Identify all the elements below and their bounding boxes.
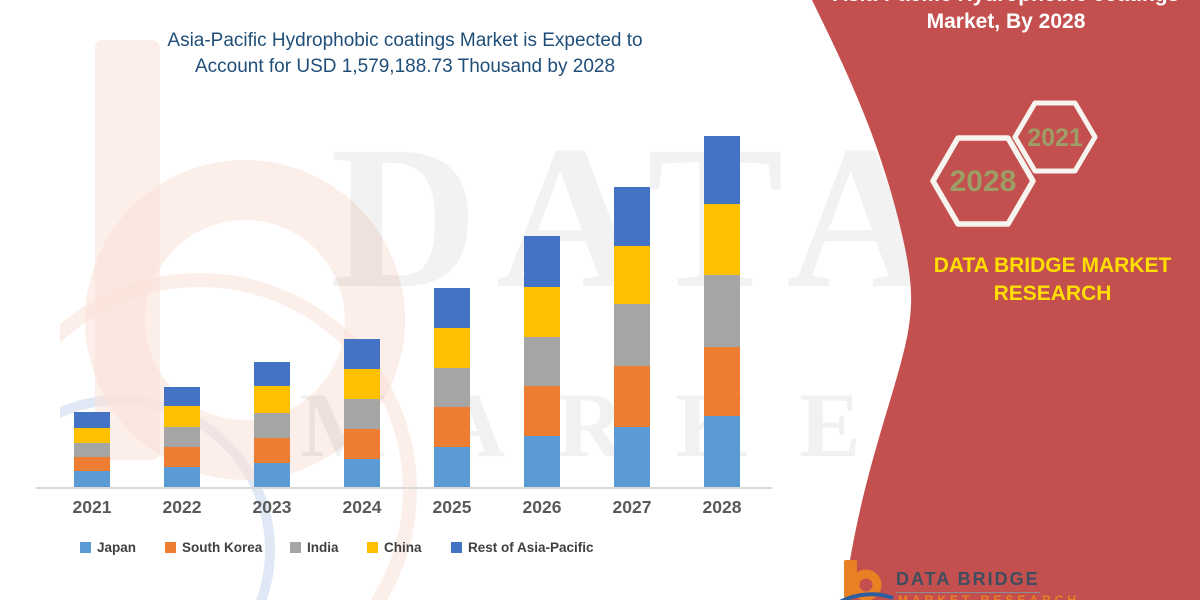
red-panel-heading-line2: Market, By 2028 <box>926 10 1086 33</box>
bar-segment-2021-japan <box>74 471 110 488</box>
legend-item-rest-of-asia-pacific: Rest of Asia-Pacific <box>451 540 594 555</box>
stacked-bar-2028 <box>704 135 740 488</box>
bar-segment-2023-china <box>254 385 290 413</box>
bar-segment-2022-china <box>164 405 200 428</box>
bar-segment-2028-south-korea <box>704 346 740 417</box>
legend-swatch-icon <box>80 542 91 553</box>
legend-item-south-korea: South Korea <box>165 540 262 555</box>
bar-segment-2027-south-korea <box>614 366 650 427</box>
stacked-bar-2021 <box>74 412 110 488</box>
bar-segment-2027-japan <box>614 426 650 488</box>
legend-label: Japan <box>97 540 137 555</box>
x-axis-label-2028: 2028 <box>702 497 742 517</box>
hexagon-2021 <box>1012 100 1098 174</box>
bar-segment-2026-japan <box>524 435 560 488</box>
bar-segment-2021-india <box>74 443 110 458</box>
red-panel-heading: Asia-Pacific Hydrophobic coatings Market… <box>822 0 1190 35</box>
bar-segment-2025-rest-of-asia-pacific <box>434 288 470 329</box>
legend-label: India <box>307 540 339 555</box>
legend-item-china: China <box>367 540 422 555</box>
legend-item-japan: Japan <box>80 540 136 555</box>
stacked-bar-2023 <box>254 362 290 488</box>
bar-segment-2022-rest-of-asia-pacific <box>164 387 200 406</box>
footer-logo: DATA BRIDGE MARKET RESEARCH <box>838 560 1098 600</box>
legend-swatch-icon <box>367 542 378 553</box>
hexagon-2028 <box>930 135 1036 227</box>
x-axis-label-2027: 2027 <box>612 497 652 517</box>
legend-swatch-icon <box>451 542 462 553</box>
bar-segment-2021-south-korea <box>74 457 110 472</box>
bar-segment-2026-china <box>524 287 560 337</box>
bar-segment-2024-china <box>344 369 380 400</box>
bar-segment-2024-south-korea <box>344 429 380 459</box>
bar-segment-2022-japan <box>164 467 200 488</box>
red-panel-shape <box>812 0 1200 600</box>
hexagon-2028-label: 2028 <box>950 165 1017 198</box>
footer-logo-subtitle: MARKET RESEARCH <box>898 593 1081 600</box>
x-axis-line <box>36 487 772 489</box>
legend-label: Rest of Asia-Pacific <box>468 540 594 555</box>
bar-segment-2024-japan <box>344 458 380 488</box>
bar-segment-2028-india <box>704 275 740 347</box>
bar-segment-2025-china <box>434 328 470 369</box>
bar-segment-2021-rest-of-asia-pacific <box>74 412 110 429</box>
x-axis-label-2024: 2024 <box>342 497 382 517</box>
stacked-bar-2026 <box>524 235 560 488</box>
brand-text-line1: DATA BRIDGE MARKET <box>933 254 1172 277</box>
bar-segment-2028-china <box>704 204 740 276</box>
legend-swatch-icon <box>165 542 176 553</box>
bar-segment-2025-south-korea <box>434 406 470 447</box>
stacked-bar-2022 <box>164 387 200 488</box>
bar-segment-2028-japan <box>704 416 740 488</box>
bar-segment-2028-rest-of-asia-pacific <box>704 135 740 205</box>
footer-logo-b-icon <box>839 560 894 600</box>
hexagon-2021-label: 2021 <box>1027 124 1083 152</box>
legend-label: South Korea <box>182 540 263 555</box>
hexagon-badges: 2028 2021 <box>930 100 1098 227</box>
plot-area: 2021 2022 2023 2024 2025 2026 2027 2028 Japan Sou… <box>72 135 742 555</box>
x-axis-label-2021: 2021 <box>72 497 112 517</box>
chart-title: Asia-Pacific Hydrophobic coatings Market… <box>55 28 755 80</box>
chart-title-line1: Asia-Pacific Hydrophobic coatings Market… <box>167 30 643 51</box>
bar-segment-2027-rest-of-asia-pacific <box>614 186 650 247</box>
bar-segment-2026-rest-of-asia-pacific <box>524 235 560 288</box>
x-axis-label-2022: 2022 <box>162 497 202 517</box>
red-panel-heading-line1: Asia-Pacific Hydrophobic coatings <box>822 0 1190 8</box>
brand-text: DATA BRIDGE MARKET RESEARCH <box>905 252 1200 308</box>
brand-text-line2: RESEARCH <box>993 282 1112 305</box>
bar-segment-2023-india <box>254 413 290 438</box>
stacked-bar-2027 <box>614 186 650 488</box>
bar-segment-2024-india <box>344 399 380 430</box>
bar-segment-2026-south-korea <box>524 385 560 436</box>
x-axis-label-2025: 2025 <box>432 497 472 517</box>
footer-logo-name: DATA BRIDGE <box>896 569 1040 593</box>
bar-segment-2022-india <box>164 427 200 447</box>
bar-segment-2023-rest-of-asia-pacific <box>254 362 290 386</box>
legend-swatch-icon <box>290 542 301 553</box>
stacked-bar-2025 <box>434 288 470 488</box>
chart-title-line2: Account for USD 1,579,188.73 Thousand by… <box>194 56 616 77</box>
bar-segment-2022-south-korea <box>164 446 200 468</box>
x-axis-label-2026: 2026 <box>522 497 562 517</box>
bar-segment-2024-rest-of-asia-pacific <box>344 339 380 370</box>
bar-segment-2025-japan <box>434 446 470 488</box>
stacked-bar-2024 <box>344 339 380 488</box>
bar-segment-2021-china <box>74 428 110 444</box>
bar-segment-2023-japan <box>254 463 290 488</box>
bar-segment-2026-india <box>524 336 560 386</box>
bar-segment-2023-south-korea <box>254 438 290 463</box>
x-axis-label-2023: 2023 <box>252 497 292 517</box>
legend-label: China <box>384 540 422 555</box>
bar-segment-2025-india <box>434 368 470 407</box>
legend-item-india: India <box>290 540 339 555</box>
bar-segment-2027-china <box>614 246 650 305</box>
bar-segment-2027-india <box>614 304 650 367</box>
